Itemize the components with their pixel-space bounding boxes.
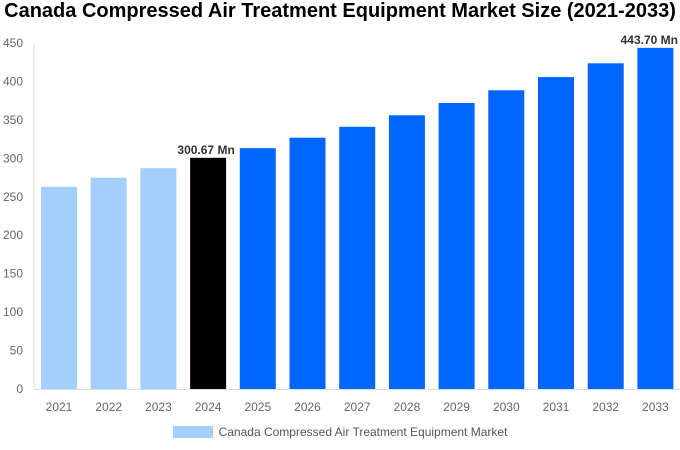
y-tick-label: 0 [16,382,23,396]
bar-2026 [289,137,326,389]
data-label: 300.67 Mn [177,143,234,157]
bar-2027 [339,126,376,389]
x-tick-label: 2030 [493,400,520,414]
y-tick-label: 300 [3,151,23,165]
x-tick-label: 2021 [46,400,73,414]
bar-2024 [190,157,227,389]
legend: Canada Compressed Air Treatment Equipmen… [0,425,680,439]
x-tick-label: 2024 [195,400,222,414]
y-tick-label: 400 [3,74,23,88]
bar-2033 [637,47,674,390]
y-tick-label: 450 [3,36,23,50]
bar-2031 [538,77,574,390]
x-tick-label: 2025 [244,400,271,414]
bar-2022 [90,177,127,389]
x-tick-label: 2033 [642,400,669,414]
x-tick-label: 2031 [543,400,570,414]
bar-2023 [140,168,177,389]
legend-swatch [172,426,213,438]
x-tick-label: 2028 [394,400,421,414]
y-tick-label: 350 [3,113,23,127]
y-tick-label: 50 [10,344,24,358]
legend-label: Canada Compressed Air Treatment Equipmen… [218,425,508,439]
x-tick-label: 2029 [443,400,470,414]
bar-2025 [239,148,276,389]
x-tick-label: 2032 [592,400,619,414]
y-tick-label: 150 [3,267,23,281]
x-tick-label: 2023 [145,400,172,414]
y-tick-label: 250 [3,190,23,204]
bar-2029 [438,102,475,390]
x-tick-label: 2022 [95,400,122,414]
y-tick-label: 200 [3,228,23,242]
bar-2032 [587,63,624,389]
x-tick-label: 2026 [294,400,321,414]
y-tick-label: 100 [3,305,23,319]
bar-2028 [388,115,425,389]
data-label: 443.70 Mn [621,33,678,47]
bar-2030 [488,90,525,389]
bar-2021 [41,186,77,389]
x-tick-label: 2027 [344,400,371,414]
chart-title: Canada Compressed Air Treatment Equipmen… [4,0,676,22]
